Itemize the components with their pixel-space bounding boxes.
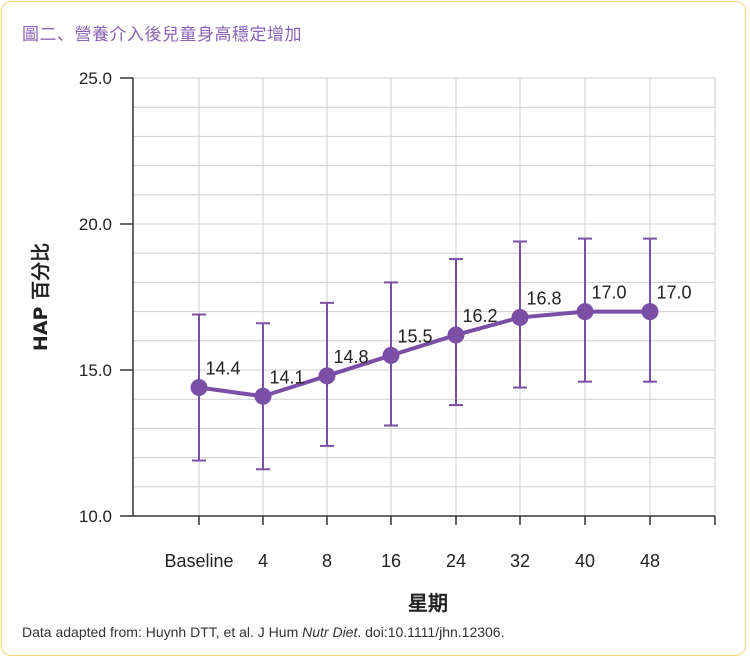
data-label: 16.8 — [526, 288, 561, 308]
x-tick-label: 4 — [258, 551, 268, 571]
data-point — [254, 387, 272, 405]
data-label: 17.0 — [656, 283, 691, 303]
data-label: 14.8 — [333, 347, 368, 367]
y-axis-title: HAP 百分比 — [30, 243, 52, 351]
data-label: 14.1 — [269, 367, 304, 387]
data-label: 16.2 — [462, 306, 497, 326]
y-tick-label: 15.0 — [79, 361, 112, 380]
data-point — [190, 379, 208, 397]
series-line — [198, 309, 650, 399]
data-point — [576, 303, 594, 321]
y-tick-label: 25.0 — [79, 69, 112, 88]
source-suffix: . doi:10.1111/jhn.12306. — [357, 624, 505, 640]
x-tick-label: 48 — [640, 551, 660, 571]
source-prefix: Data adapted from: Huynh DTT, et al. J H… — [22, 624, 303, 640]
source-note: Data adapted from: Huynh DTT, et al. J H… — [22, 624, 504, 640]
y-tick-label: 20.0 — [79, 215, 112, 234]
x-tick-label: Baseline — [164, 551, 233, 571]
data-label: 15.5 — [397, 326, 432, 346]
x-tick-label: 32 — [510, 551, 530, 571]
x-tick-label: 8 — [322, 551, 332, 571]
data-point — [447, 326, 465, 344]
data-label: 17.0 — [591, 283, 626, 303]
source-journal: Nutr Diet — [302, 624, 358, 640]
x-tick-label: 24 — [446, 551, 466, 571]
x-tick-label: 40 — [575, 551, 595, 571]
data-point — [318, 367, 336, 385]
data-point — [511, 308, 529, 326]
y-tick-label: 10.0 — [79, 507, 112, 526]
data-point — [382, 346, 400, 364]
data-label: 14.4 — [205, 359, 240, 379]
x-tick-label: 16 — [381, 551, 401, 571]
data-point — [641, 303, 659, 321]
x-axis-title: 星期 — [408, 591, 448, 615]
chart-title: 圖二、營養介入後兒童身高穩定增加 — [22, 25, 302, 45]
